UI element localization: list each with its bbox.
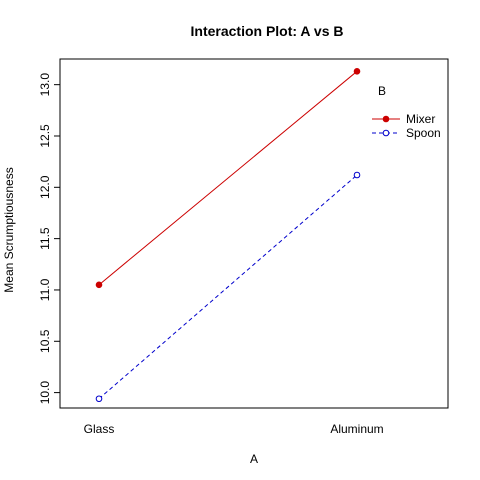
- x-axis-label: A: [250, 452, 258, 466]
- series-line-mixer: [98, 70, 358, 286]
- y-axis: 10.0 10.5 11.0 11.5 12.0 12.5 13.0: [38, 73, 60, 405]
- x-tick-label: Glass: [84, 422, 115, 436]
- legend-marker-mixer: [382, 115, 390, 123]
- y-tick-label: 10.5: [38, 329, 52, 353]
- legend-title: B: [378, 84, 386, 98]
- data-point-mixer: [95, 281, 103, 289]
- y-tick-label: 11.0: [38, 278, 52, 301]
- y-tick-label: 11.5: [38, 227, 52, 250]
- y-tick-label: 10.0: [38, 381, 52, 405]
- series-layer: [95, 68, 361, 403]
- chart-title: Interaction Plot: A vs B: [191, 23, 344, 39]
- y-tick-label: 12.0: [38, 175, 52, 199]
- legend-marker-spoon: [382, 129, 390, 137]
- data-point-mixer: [353, 68, 361, 75]
- series-line-spoon: [98, 174, 358, 400]
- legend-label-spoon: Spoon: [406, 126, 441, 140]
- y-tick-label: 13.0: [38, 73, 52, 97]
- x-axis: Glass Aluminum: [84, 422, 384, 436]
- legend-label-mixer: Mixer: [406, 112, 435, 126]
- y-axis-label: Mean Scrumptiousness: [2, 167, 16, 292]
- data-point-spoon: [95, 395, 103, 403]
- y-tick-label: 12.5: [38, 124, 52, 148]
- data-point-spoon: [353, 171, 361, 179]
- x-tick-label: Aluminum: [330, 422, 383, 436]
- plot-frame: [59, 58, 449, 409]
